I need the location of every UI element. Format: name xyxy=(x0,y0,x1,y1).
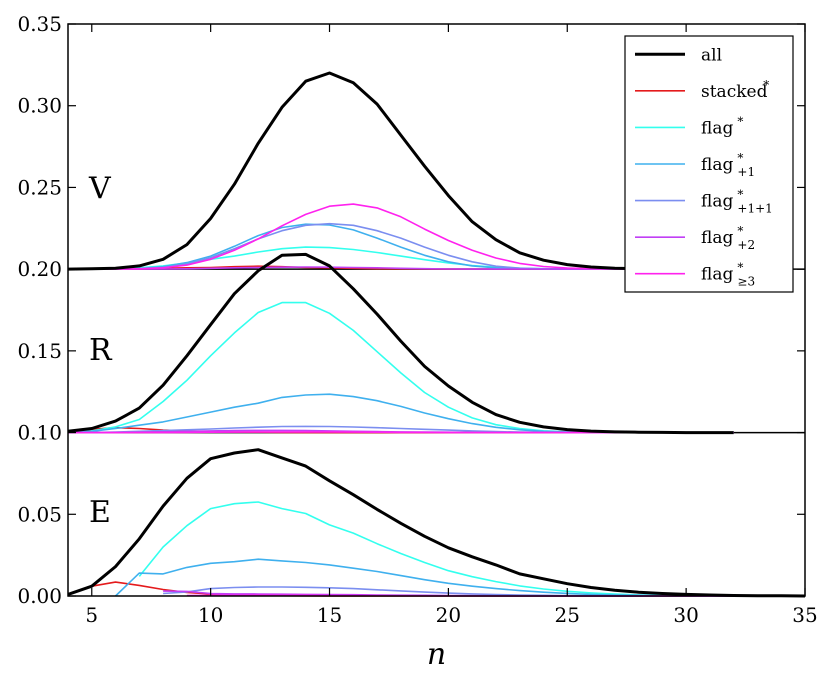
legend-label-flag: flag * xyxy=(701,114,743,138)
axis-ticks: 5 10 15 20 25 30 35 0.00 0.05 0.10 0.15 0.20 0.25 0.3… xyxy=(17,12,817,627)
panel-label-E: E xyxy=(89,495,111,530)
x-tick-label: 10 xyxy=(198,603,223,627)
y-tick-label: 0.35 xyxy=(17,12,62,36)
legend-label-stacked: stacked* xyxy=(701,78,769,102)
legend-label-all: all xyxy=(701,45,722,65)
legend-label-flag_p2: flag * +2 xyxy=(701,224,755,252)
x-axis-label: n xyxy=(427,637,446,672)
series-line-E-all xyxy=(67,448,806,598)
x-tick-label: 35 xyxy=(792,603,817,627)
x-tick-label: 20 xyxy=(436,603,461,627)
x-tick-label: 30 xyxy=(673,603,698,627)
legend-label-flag_p1p1: flag * +1+1 xyxy=(701,188,773,216)
y-tick-label: 0.25 xyxy=(17,175,62,199)
plot-frame xyxy=(67,23,806,597)
series-line-R-flag_p1 xyxy=(67,393,734,434)
y-tick-label: 0.00 xyxy=(17,584,62,608)
panel-label-R: R xyxy=(89,333,113,368)
legend-label-flag_ge3: flag * ≥3 xyxy=(701,261,755,289)
x-tick-label: 25 xyxy=(555,603,580,627)
y-tick-label: 0.30 xyxy=(17,94,62,118)
baseline-group xyxy=(68,268,805,434)
panel-labels: V R E xyxy=(88,171,113,530)
series-line-R-flag xyxy=(67,301,734,434)
series-line-E-flag_p1 xyxy=(114,558,805,597)
y-tick-label: 0.10 xyxy=(17,421,62,445)
x-tick-label: 15 xyxy=(317,603,342,627)
y-tick-label: 0.05 xyxy=(17,502,62,526)
y-tick-label: 0.20 xyxy=(17,257,62,281)
y-tick-label: 0.15 xyxy=(17,339,62,363)
legend-label-flag_p1: flag * +1 xyxy=(701,151,755,179)
series-line-V-all xyxy=(67,71,734,271)
panel-label-V: V xyxy=(88,171,112,206)
series-line-E-flag xyxy=(138,501,805,597)
legend: all stacked* flag * flag * +1 flag * +1+1 flag * +2 f… xyxy=(624,35,794,293)
series-line-R-all xyxy=(67,252,734,435)
x-tick-label: 5 xyxy=(85,603,98,627)
